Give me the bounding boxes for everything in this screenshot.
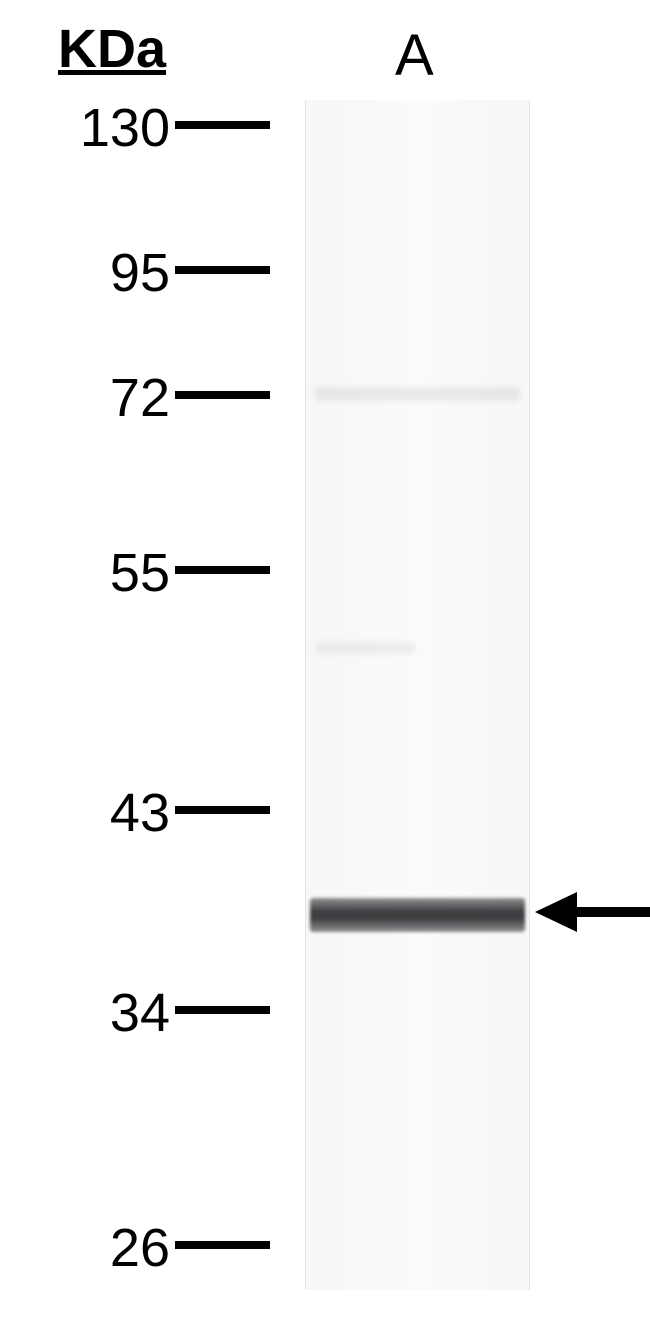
marker-43: 43 — [110, 782, 170, 844]
faint-band-1 — [315, 387, 520, 401]
lane-a — [305, 100, 530, 1290]
lane-a-label: A — [395, 22, 434, 89]
arrow-shaft — [577, 907, 650, 917]
marker-34: 34 — [110, 982, 170, 1044]
tick-95 — [175, 266, 270, 274]
tick-43 — [175, 806, 270, 814]
faint-band-2 — [315, 642, 415, 654]
arrow-head-icon — [535, 892, 577, 932]
marker-26: 26 — [110, 1217, 170, 1279]
marker-130: 130 — [80, 97, 170, 159]
tick-55 — [175, 566, 270, 574]
tick-130 — [175, 121, 270, 129]
tick-26 — [175, 1241, 270, 1249]
target-arrow — [535, 892, 650, 932]
main-band — [310, 898, 525, 932]
marker-72: 72 — [110, 367, 170, 429]
marker-55: 55 — [110, 542, 170, 604]
tick-34 — [175, 1006, 270, 1014]
marker-95: 95 — [110, 242, 170, 304]
tick-72 — [175, 391, 270, 399]
y-axis-title: KDa — [58, 18, 166, 80]
western-blot-figure: KDa A 130 95 72 55 43 34 26 — [0, 0, 650, 1337]
